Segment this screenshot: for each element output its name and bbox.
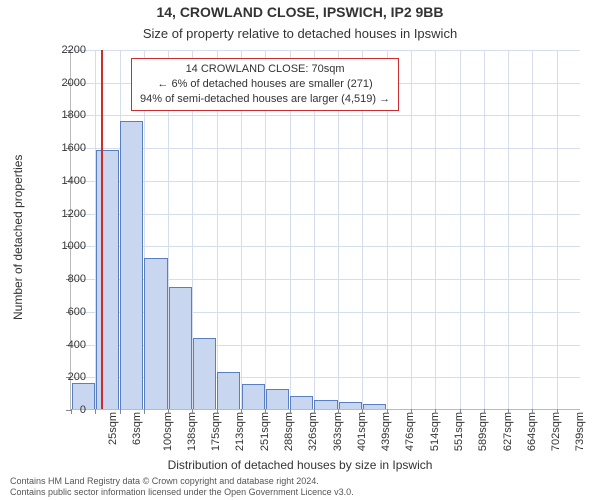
footer-line-2: Contains public sector information licen… — [10, 487, 590, 498]
x-tick-mark — [362, 409, 363, 414]
x-tick-mark — [435, 409, 436, 414]
y-tick-label: 400 — [36, 339, 86, 351]
x-tick-mark — [290, 409, 291, 414]
histogram-bar — [314, 400, 337, 409]
y-tick-label: 600 — [36, 306, 86, 318]
grid-line-horizontal — [71, 246, 580, 247]
grid-line-vertical — [532, 50, 533, 409]
histogram-bar — [363, 404, 386, 409]
chart-title: 14, CROWLAND CLOSE, IPSWICH, IP2 9BB — [0, 4, 600, 20]
grid-line-vertical — [411, 50, 412, 409]
property-marker-line — [101, 50, 103, 409]
x-tick-mark — [95, 409, 96, 414]
annotation-line: 94% of semi-detached houses are larger (… — [140, 92, 390, 107]
histogram-bar — [120, 121, 143, 409]
grid-line-horizontal — [71, 214, 580, 215]
histogram-bar — [96, 150, 119, 409]
x-tick-label: 100sqm — [162, 412, 174, 451]
histogram-bar — [290, 396, 313, 409]
y-tick-label: 0 — [36, 404, 86, 416]
x-tick-label: 251sqm — [259, 412, 271, 451]
x-tick-mark — [557, 409, 558, 414]
y-tick-label: 800 — [36, 273, 86, 285]
x-tick-mark — [144, 409, 145, 414]
histogram-bar — [242, 384, 265, 409]
y-tick-label: 1000 — [36, 240, 86, 252]
x-tick-label: 213sqm — [235, 412, 247, 451]
y-tick-label: 1800 — [36, 109, 86, 121]
grid-line-horizontal — [71, 50, 580, 51]
x-tick-label: 514sqm — [429, 412, 441, 451]
x-tick-label: 138sqm — [186, 412, 198, 451]
histogram-bar — [169, 287, 192, 409]
x-axis-label: Distribution of detached houses by size … — [0, 458, 600, 472]
x-tick-mark — [387, 409, 388, 414]
x-tick-mark — [411, 409, 412, 414]
x-tick-mark — [460, 409, 461, 414]
grid-line-vertical — [557, 50, 558, 409]
x-tick-mark — [217, 409, 218, 414]
x-tick-mark — [338, 409, 339, 414]
x-tick-mark — [120, 409, 121, 414]
plot-area: 25sqm63sqm100sqm138sqm175sqm213sqm251sqm… — [70, 50, 580, 410]
x-tick-mark — [192, 409, 193, 414]
annotation-line: 14 CROWLAND CLOSE: 70sqm — [140, 62, 390, 77]
x-tick-label: 476sqm — [405, 412, 417, 451]
x-tick-label: 288sqm — [283, 412, 295, 451]
footer-attribution: Contains HM Land Registry data © Crown c… — [10, 476, 590, 498]
x-tick-label: 401sqm — [356, 412, 368, 451]
histogram-chart: 14, CROWLAND CLOSE, IPSWICH, IP2 9BB Siz… — [0, 0, 600, 500]
histogram-bar — [217, 372, 240, 409]
y-tick-label: 1400 — [36, 175, 86, 187]
grid-line-vertical — [460, 50, 461, 409]
x-tick-label: 739sqm — [575, 412, 587, 451]
annotation-line: ← 6% of detached houses are smaller (271… — [140, 77, 390, 92]
x-tick-mark — [241, 409, 242, 414]
x-tick-label: 589sqm — [477, 412, 489, 451]
y-axis-label: Number of detached properties — [11, 155, 25, 320]
x-tick-label: 25sqm — [107, 412, 119, 445]
x-tick-label: 439sqm — [380, 412, 392, 451]
x-tick-label: 175sqm — [210, 412, 222, 451]
x-tick-mark — [168, 409, 169, 414]
y-tick-label: 2000 — [36, 77, 86, 89]
grid-line-horizontal — [71, 148, 580, 149]
grid-line-horizontal — [71, 181, 580, 182]
x-tick-label: 363sqm — [332, 412, 344, 451]
x-tick-label: 551sqm — [453, 412, 465, 451]
annotation-box: 14 CROWLAND CLOSE: 70sqm← 6% of detached… — [131, 58, 399, 111]
histogram-bar — [266, 389, 289, 409]
x-tick-label: 63sqm — [131, 412, 143, 445]
x-tick-label: 326sqm — [307, 412, 319, 451]
histogram-bar — [193, 338, 216, 409]
y-tick-label: 1200 — [36, 208, 86, 220]
grid-line-vertical — [484, 50, 485, 409]
footer-line-1: Contains HM Land Registry data © Crown c… — [10, 476, 590, 487]
y-tick-label: 200 — [36, 371, 86, 383]
x-tick-label: 627sqm — [502, 412, 514, 451]
chart-subtitle: Size of property relative to detached ho… — [0, 26, 600, 41]
y-tick-label: 2200 — [36, 44, 86, 56]
x-tick-label: 702sqm — [550, 412, 562, 451]
grid-line-vertical — [508, 50, 509, 409]
x-tick-mark — [265, 409, 266, 414]
grid-line-vertical — [435, 50, 436, 409]
y-tick-label: 1600 — [36, 142, 86, 154]
x-tick-mark — [314, 409, 315, 414]
grid-line-horizontal — [71, 115, 580, 116]
x-tick-label: 664sqm — [526, 412, 538, 451]
x-tick-mark — [532, 409, 533, 414]
histogram-bar — [144, 258, 167, 409]
x-tick-mark — [508, 409, 509, 414]
histogram-bar — [339, 402, 362, 409]
x-tick-mark — [484, 409, 485, 414]
